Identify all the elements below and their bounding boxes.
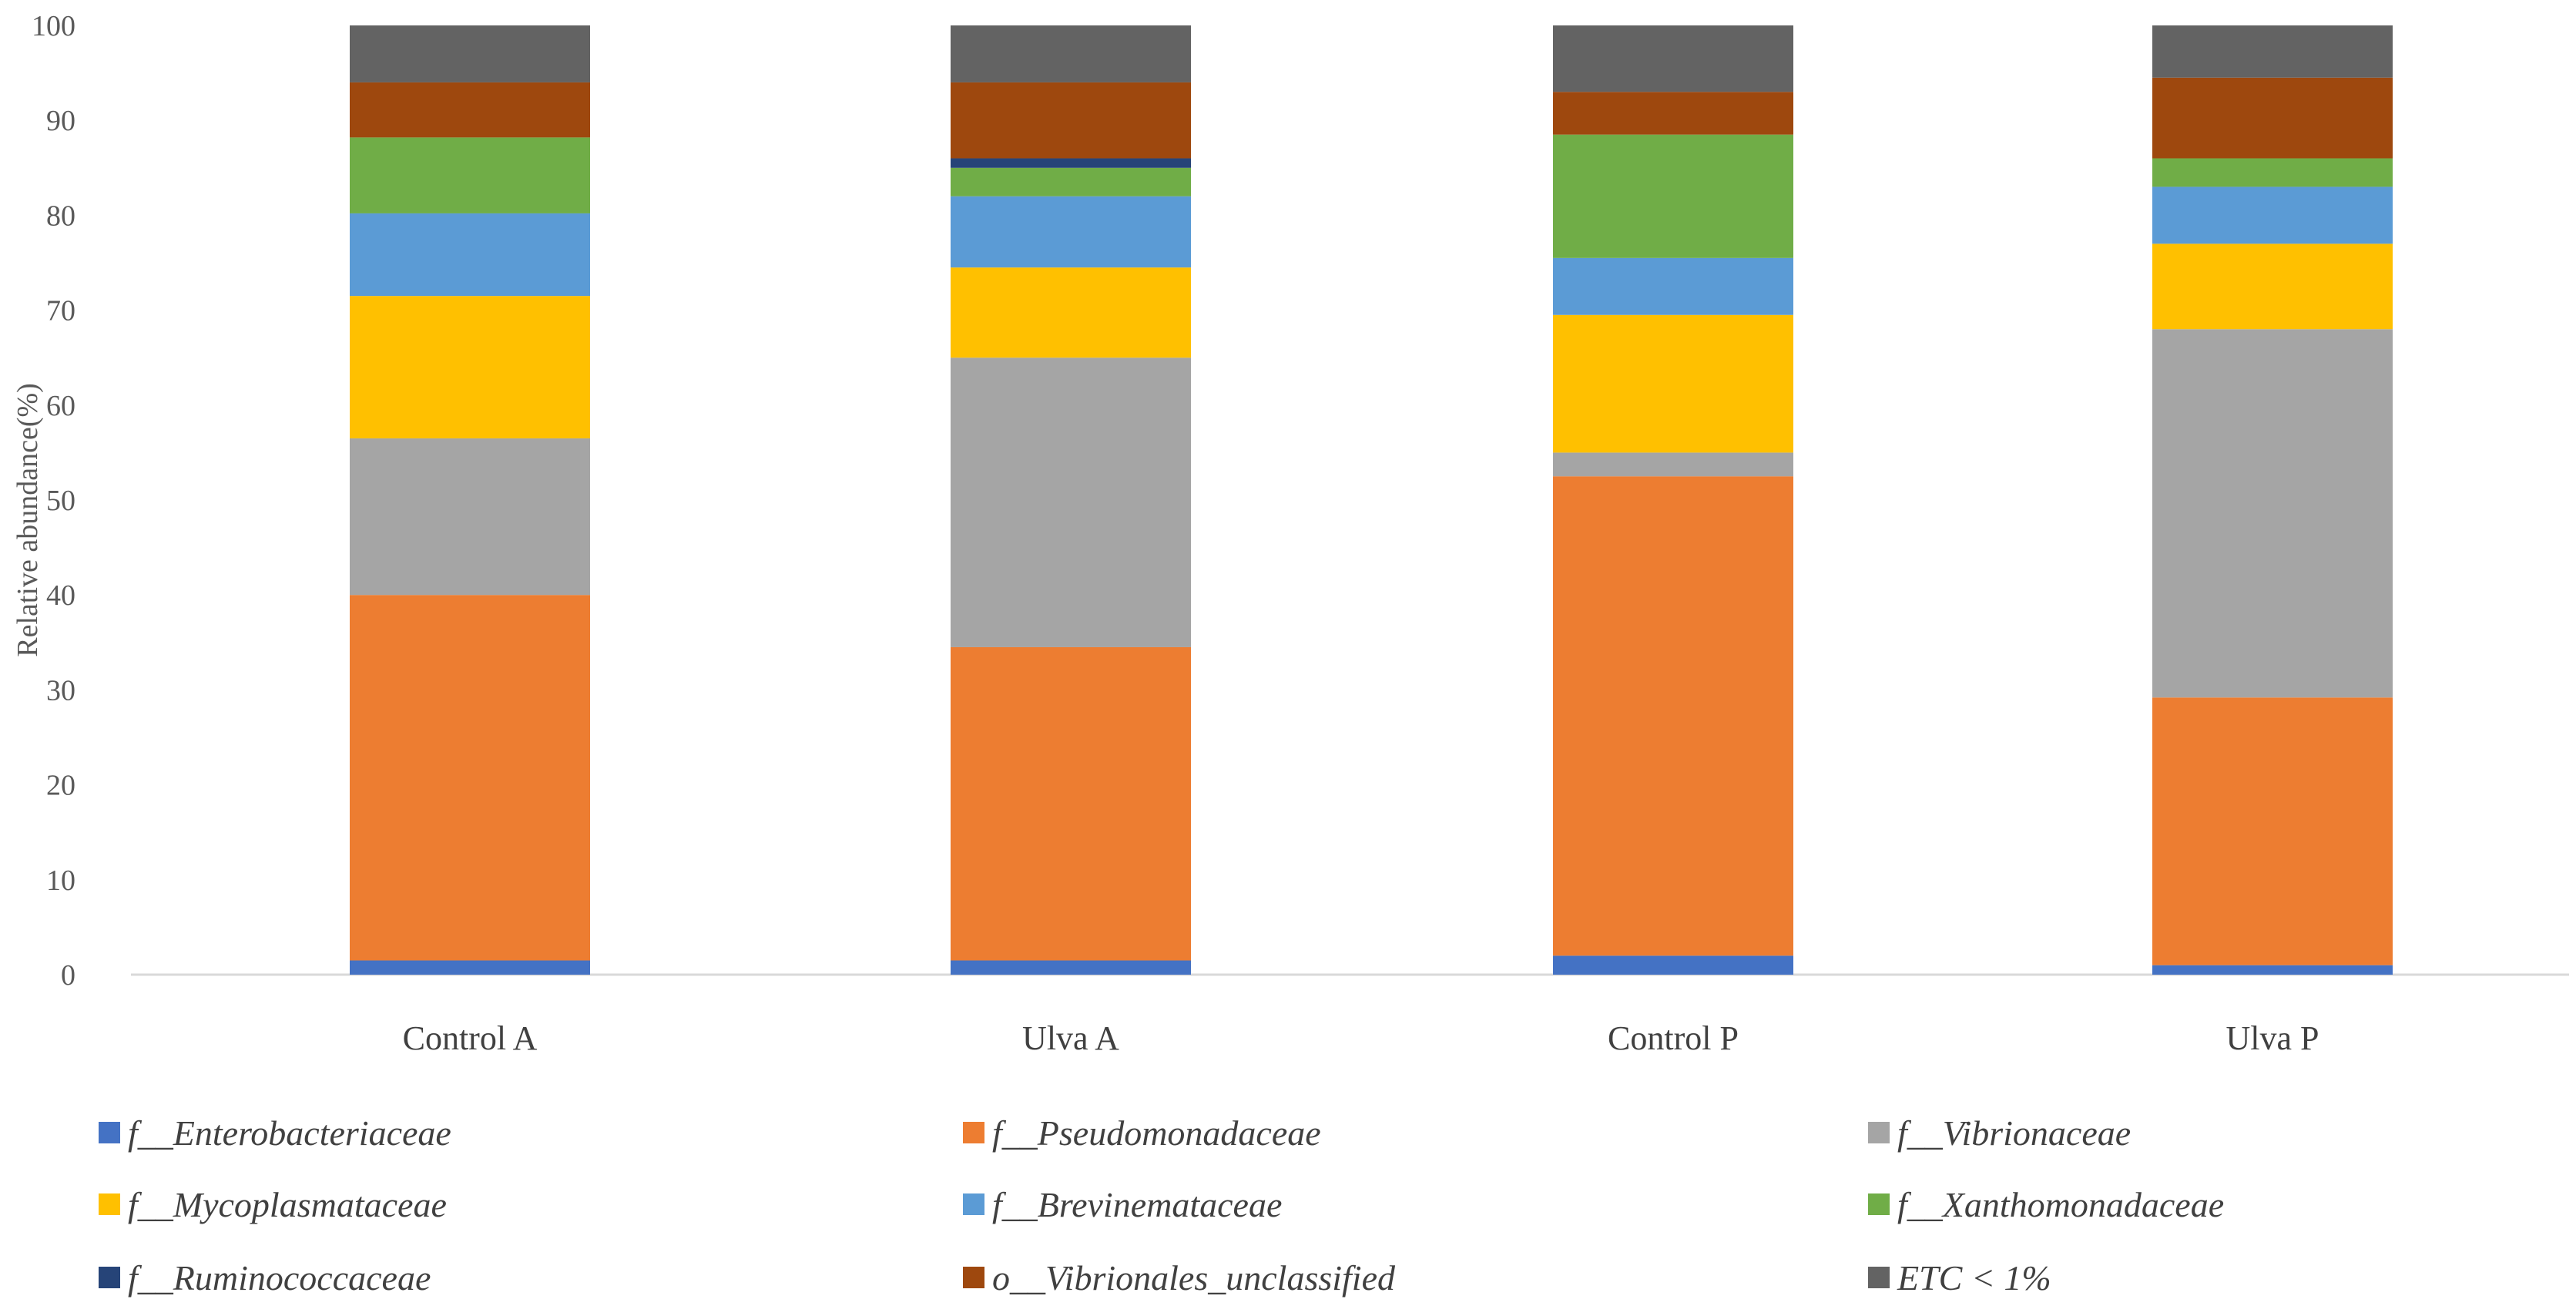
y-tick-label: 70 [46,295,75,327]
x-category-label: Control A [403,1019,538,1057]
y-tick-label: 20 [46,770,75,802]
x-category-label: Ulva P [2226,1019,2319,1057]
legend-label: ETC < 1% [1897,1258,2051,1298]
y-tick-label: 100 [32,10,75,42]
bar-segment [1553,314,1793,453]
bar-segment [951,358,1191,647]
y-tick-label: 40 [46,579,75,612]
bar-segment [951,158,1191,168]
y-tick-label: 10 [46,864,75,897]
bar-segment [951,646,1191,961]
legend-swatch [99,1122,120,1143]
bar-segment [350,960,590,975]
bar-segment [2152,158,2393,187]
legend: f__Enterobacteriaceae f__Pseudomonadaceae… [99,1113,2224,1298]
bar-segment [1553,452,1793,477]
bar-segment [2152,243,2393,330]
bar-segment [350,296,590,438]
bar-segment [1553,92,1793,135]
y-tick-label: 50 [46,485,75,517]
y-tick-label: 80 [46,200,75,232]
y-tick-label: 60 [46,390,75,422]
bar-segment [350,595,590,961]
bar-segment [1553,257,1793,315]
bar-segment [951,267,1191,358]
bar-segment [2152,186,2393,244]
x-category-label: Ulva A [1022,1019,1119,1057]
legend-label: f__Pseudomonadaceae [992,1113,1321,1153]
bar-segment [951,960,1191,975]
legend-label: f__Enterobacteriaceae [128,1113,451,1153]
y-axis-title: Relative abundance(%) [12,383,44,657]
legend-label: f__Mycoplasmataceae [128,1185,447,1224]
legend-swatch [963,1193,984,1215]
bars-group [350,25,2393,975]
legend-swatch [1868,1193,1890,1215]
bar-segment [350,137,590,213]
y-tick-label: 30 [46,674,75,707]
bar-segment [350,82,590,138]
x-category-label: Control P [1608,1019,1739,1057]
y-axis-ticks: 0 10 20 30 40 50 60 70 80 90 100 [32,10,75,992]
bar-segment [951,167,1191,196]
legend-swatch [1868,1267,1890,1288]
bar-segment [1553,955,1793,975]
bar-segment [1553,25,1793,92]
bar-segment [350,213,590,297]
bar-segment [2152,77,2393,159]
bar-segment [2152,965,2393,975]
bar-segment [1553,476,1793,956]
bar-segment [951,25,1191,82]
bar-segment [1553,134,1793,258]
legend-label: o__Vibrionales_unclassified [992,1258,1396,1298]
legend-label: f__Ruminococcaceae [128,1258,431,1298]
bar-segment [2152,697,2393,965]
bar-segment [951,82,1191,159]
bar-segment [350,438,590,596]
bar-segment [2152,329,2393,698]
legend-label: f__Xanthomonadaceae [1897,1185,2224,1224]
legend-swatch [963,1267,984,1288]
bar-segment [951,196,1191,268]
y-tick-label: 90 [46,105,75,137]
bar-segment [2152,25,2393,78]
legend-swatch [99,1193,120,1215]
legend-swatch [1868,1122,1890,1143]
legend-label: f__Brevinemataceae [992,1185,1282,1224]
legend-label: f__Vibrionaceae [1897,1113,2131,1153]
legend-swatch [963,1122,984,1143]
y-tick-label: 0 [61,959,75,992]
category-labels: Control A Ulva A Control P Ulva P [403,1019,2319,1057]
legend-swatch [99,1267,120,1288]
bar-segment [350,25,590,82]
